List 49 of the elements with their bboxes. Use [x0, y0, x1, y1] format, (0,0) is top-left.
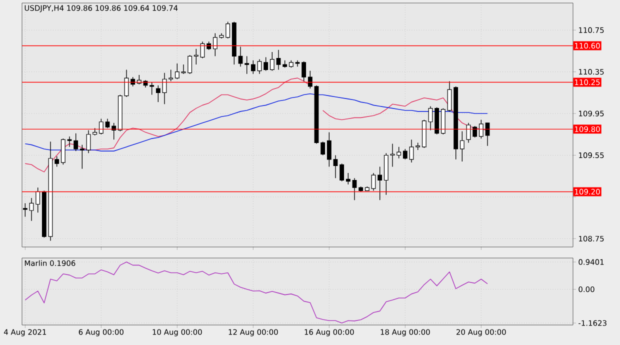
candlestick: [346, 172, 350, 185]
candlestick: [150, 82, 154, 96]
candlestick: [340, 163, 344, 182]
candlestick: [460, 130, 464, 162]
candlestick: [485, 122, 490, 146]
candlestick: [466, 122, 471, 144]
candlestick: [168, 69, 174, 82]
candlestick: [308, 70, 312, 89]
candlestick: [112, 122, 116, 140]
candlestick: [409, 139, 414, 163]
candlestick: [250, 60, 256, 74]
candlestick: [326, 132, 332, 168]
candlestick: [447, 80, 452, 112]
candlestick: [270, 52, 274, 72]
candlestick: [80, 144, 84, 170]
candlestick: [320, 141, 326, 156]
candlestick: [371, 172, 376, 192]
candlestick: [124, 69, 129, 98]
candlestick: [194, 48, 198, 65]
candlestick: [428, 106, 433, 131]
candlestick: [257, 58, 262, 74]
candlestick: [440, 108, 446, 135]
candlestick: [264, 56, 268, 72]
candlestick: [188, 54, 192, 74]
line-series: [24, 262, 488, 324]
candlestick: [156, 85, 160, 102]
candlestick: [472, 126, 478, 138]
candlestick: [276, 50, 281, 70]
candlestick: [478, 119, 484, 139]
candlestick: [98, 118, 104, 135]
candlestick: [105, 118, 110, 128]
candlestick: [29, 198, 34, 222]
candlestick: [333, 154, 338, 179]
candlestick: [22, 202, 28, 218]
candlestick: [402, 148, 408, 160]
candlestick: [174, 63, 180, 80]
candlestick: [302, 61, 306, 82]
candlestick: [396, 146, 402, 159]
candlestick: [212, 32, 218, 57]
candlestick: [352, 178, 357, 200]
candlestick: [60, 138, 66, 165]
candlestick: [244, 56, 250, 74]
candlestick: [54, 156, 60, 168]
candlestick: [238, 46, 243, 67]
candlestick: [226, 21, 230, 39]
candlestick: [74, 132, 78, 152]
candlestick: [86, 130, 91, 154]
candlestick: [36, 187, 40, 213]
candlestick: [378, 166, 382, 200]
